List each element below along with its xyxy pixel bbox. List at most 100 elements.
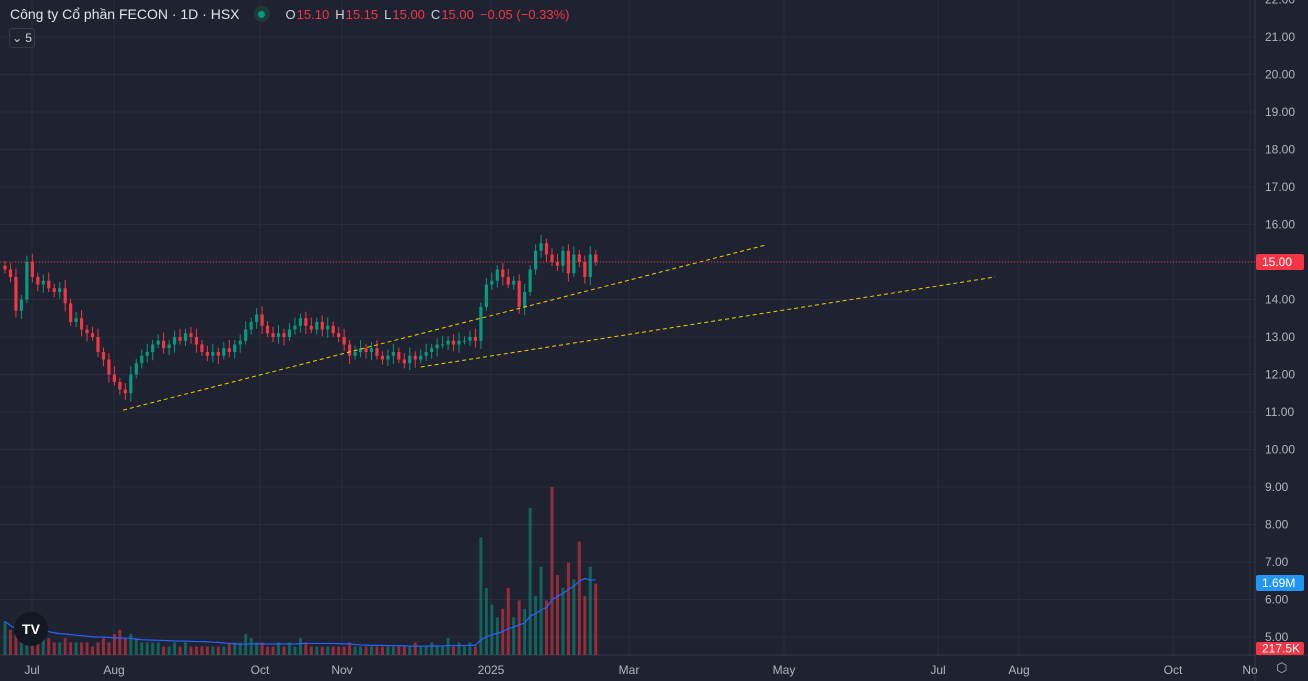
candle-body — [512, 280, 516, 285]
candle-body — [462, 340, 467, 342]
volume-bar — [331, 646, 335, 655]
volume-bar — [260, 642, 264, 655]
candle-body — [255, 314, 259, 322]
volume-bar — [375, 646, 379, 655]
candle-body — [211, 352, 215, 356]
symbol-title[interactable]: Công ty Cổ phần FECON · 1D · HSX — [10, 6, 240, 22]
volume-bar — [151, 642, 155, 655]
price-tick-label: 5.00 — [1265, 630, 1289, 644]
candle-body — [151, 344, 155, 352]
volume-bar — [145, 642, 149, 655]
candle-body — [446, 340, 450, 345]
candle-body — [583, 262, 587, 277]
price-tick-label: 18.00 — [1265, 143, 1295, 157]
candle-body — [441, 344, 445, 346]
candle-body — [364, 348, 368, 352]
candle-body — [506, 277, 510, 285]
volume-ma-line — [4, 577, 596, 647]
candle-body — [63, 288, 67, 304]
trend-line — [420, 276, 996, 368]
candle-body — [555, 262, 560, 266]
candle-body — [391, 352, 395, 356]
volume-bar — [189, 646, 193, 655]
volume-bar — [512, 617, 516, 655]
tradingview-logo[interactable]: TV — [14, 612, 48, 646]
candle-body — [408, 355, 412, 364]
price-tick-label: 12.00 — [1265, 368, 1295, 382]
candle-body — [183, 333, 188, 341]
volume-bar — [112, 634, 116, 655]
candle-body — [539, 243, 543, 251]
volume-bar — [118, 629, 122, 655]
volume-bar — [47, 638, 51, 655]
volume-bar — [408, 646, 412, 655]
volume-bar — [430, 642, 434, 655]
indicator-count: 5 — [25, 31, 32, 45]
candle-body — [430, 348, 434, 352]
candle-body — [293, 325, 297, 330]
volume-bar — [555, 575, 559, 655]
price-tick-label: 17.00 — [1265, 180, 1295, 194]
candle-body — [260, 314, 264, 326]
time-tick-label: Mar — [619, 663, 640, 677]
volume-bar — [101, 638, 105, 655]
volume-bar — [359, 646, 363, 655]
candle-body — [265, 325, 270, 334]
candle-body — [14, 277, 18, 311]
volume-bar — [205, 646, 209, 655]
candle-body — [222, 348, 226, 356]
volume-bar — [85, 642, 89, 655]
volume-bar — [222, 646, 226, 655]
volume-bar — [178, 646, 182, 655]
chevron-down-icon: ⌄ — [12, 31, 23, 45]
market-status-icon — [253, 6, 270, 22]
volume-bar — [517, 600, 521, 655]
candle-body — [309, 325, 313, 330]
volume-bar — [364, 646, 368, 655]
volume-bar — [298, 638, 302, 655]
volume-bar — [391, 646, 395, 655]
candle-body — [375, 348, 379, 356]
volume-bar — [167, 646, 171, 655]
candle-body — [473, 337, 478, 341]
price-tick-label: 20.00 — [1265, 68, 1295, 82]
trend-line — [123, 244, 766, 411]
candle-body — [566, 250, 571, 274]
volume-bar — [227, 642, 231, 655]
candle-body — [342, 337, 346, 345]
candle-body — [167, 344, 171, 349]
candle-body — [123, 389, 127, 394]
candle-body — [276, 333, 281, 337]
candle-body — [304, 318, 308, 326]
candle-body — [282, 333, 286, 337]
candle-body — [52, 288, 56, 292]
candle-body — [457, 340, 461, 345]
indicators-collapse-button[interactable]: ⌄ 5 — [9, 28, 35, 48]
candle-body — [572, 254, 576, 274]
volume-bar — [58, 642, 62, 655]
candle-body — [451, 340, 456, 345]
volume-bar — [134, 638, 138, 655]
volume-bar — [293, 646, 297, 655]
candle-body — [490, 280, 494, 285]
candle-body — [79, 318, 84, 330]
volume-bar — [577, 541, 581, 655]
volume-bar — [216, 646, 220, 655]
volume-bar — [479, 537, 483, 655]
volume-bar — [473, 646, 477, 655]
candle-body — [495, 269, 499, 281]
candle-body — [577, 254, 581, 262]
volume-bar — [74, 642, 78, 655]
high-value: H15.15 — [335, 6, 379, 22]
candle-body — [216, 352, 220, 356]
volume-bar — [588, 566, 592, 655]
price-tick-label: 19.00 — [1265, 105, 1295, 119]
volume-bar — [348, 642, 352, 655]
volume-bar — [386, 646, 390, 655]
volume-bar — [8, 629, 12, 655]
time-tick-label: No — [1242, 663, 1258, 677]
settings-icon[interactable]: ⬡ — [1276, 660, 1288, 675]
price-tick-label: 6.00 — [1265, 593, 1289, 607]
volume-bar — [107, 642, 111, 655]
